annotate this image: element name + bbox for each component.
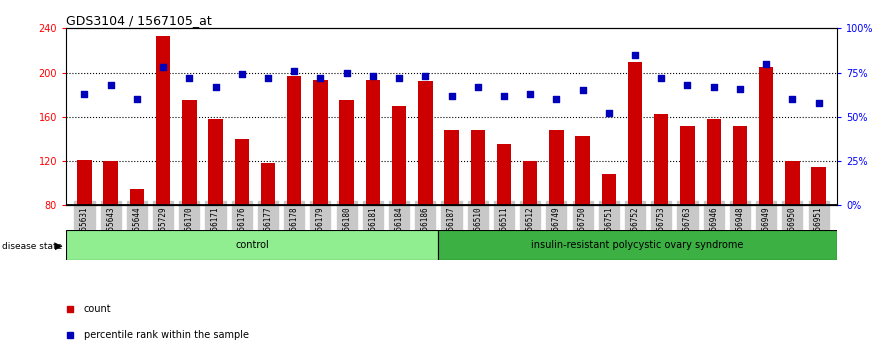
Point bbox=[156, 64, 170, 70]
Point bbox=[733, 86, 747, 91]
Bar bbox=[759, 67, 774, 205]
Text: count: count bbox=[84, 304, 111, 314]
Bar bbox=[182, 100, 196, 205]
Bar bbox=[314, 80, 328, 205]
Point bbox=[287, 68, 301, 74]
Bar bbox=[261, 163, 275, 205]
Bar bbox=[497, 144, 511, 205]
Point bbox=[182, 75, 196, 81]
Bar bbox=[575, 136, 589, 205]
Point bbox=[339, 70, 353, 75]
Bar bbox=[438, 230, 837, 260]
Point bbox=[366, 73, 380, 79]
Point bbox=[759, 61, 774, 67]
Text: ▶: ▶ bbox=[55, 241, 63, 251]
Text: control: control bbox=[235, 240, 269, 250]
Bar bbox=[418, 81, 433, 205]
Bar bbox=[654, 114, 669, 205]
Bar bbox=[392, 106, 406, 205]
Bar bbox=[549, 130, 564, 205]
Bar bbox=[366, 80, 380, 205]
Bar bbox=[234, 139, 249, 205]
Bar bbox=[811, 167, 825, 205]
Point bbox=[470, 84, 485, 90]
Bar bbox=[103, 161, 118, 205]
Point bbox=[444, 93, 458, 98]
Bar bbox=[156, 36, 170, 205]
Bar bbox=[733, 126, 747, 205]
Bar bbox=[707, 119, 721, 205]
Bar bbox=[339, 100, 354, 205]
Point bbox=[628, 52, 642, 58]
Point bbox=[523, 91, 537, 97]
Point bbox=[261, 75, 275, 81]
Point bbox=[234, 72, 248, 77]
Text: percentile rank within the sample: percentile rank within the sample bbox=[84, 330, 248, 339]
Point bbox=[314, 75, 328, 81]
Bar bbox=[66, 230, 438, 260]
Point bbox=[209, 84, 223, 90]
Bar bbox=[78, 160, 92, 205]
Point bbox=[680, 82, 694, 88]
Point bbox=[497, 93, 511, 98]
Point bbox=[130, 96, 144, 102]
Bar bbox=[287, 76, 301, 205]
Bar bbox=[628, 62, 642, 205]
Point bbox=[575, 87, 589, 93]
Text: insulin-resistant polycystic ovary syndrome: insulin-resistant polycystic ovary syndr… bbox=[531, 240, 744, 250]
Bar bbox=[680, 126, 695, 205]
Text: GDS3104 / 1567105_at: GDS3104 / 1567105_at bbox=[66, 14, 211, 27]
Point bbox=[785, 96, 799, 102]
Point bbox=[550, 96, 564, 102]
Bar bbox=[785, 161, 800, 205]
Bar bbox=[208, 119, 223, 205]
Text: disease state: disease state bbox=[2, 241, 62, 251]
Point bbox=[811, 100, 825, 105]
Point bbox=[104, 82, 118, 88]
Point bbox=[418, 73, 433, 79]
Bar bbox=[444, 130, 459, 205]
Point bbox=[78, 91, 92, 97]
Point bbox=[655, 75, 669, 81]
Bar bbox=[470, 130, 485, 205]
Bar bbox=[130, 189, 144, 205]
Point bbox=[392, 75, 406, 81]
Point bbox=[602, 110, 616, 116]
Point bbox=[707, 84, 721, 90]
Bar bbox=[523, 161, 537, 205]
Bar bbox=[602, 175, 616, 205]
